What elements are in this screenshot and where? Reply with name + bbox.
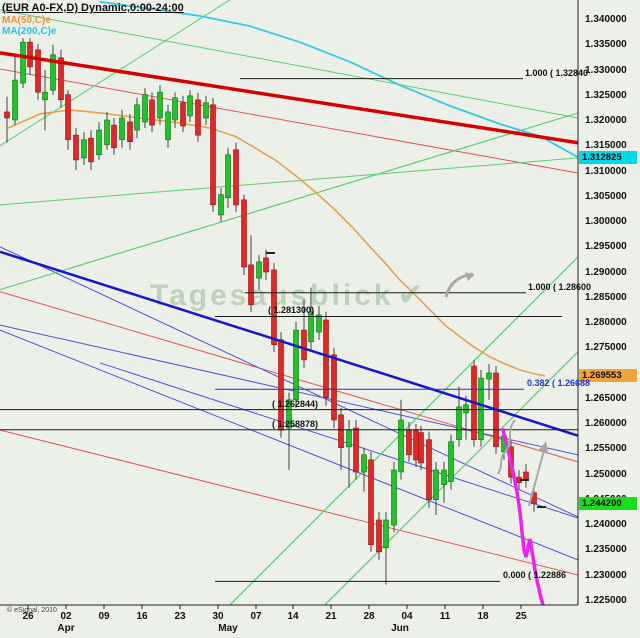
gray-zigzag-arrow[interactable] bbox=[497, 419, 516, 475]
candle-body bbox=[426, 439, 432, 501]
candle-body bbox=[134, 104, 140, 131]
candle-body bbox=[195, 99, 201, 136]
ma-line bbox=[99, 0, 578, 158]
trendline[interactable] bbox=[0, 157, 578, 206]
trendline[interactable] bbox=[0, 250, 578, 437]
watermark: Tagesausblick✔ bbox=[150, 277, 424, 313]
candle-body bbox=[20, 41, 26, 84]
candle-body bbox=[338, 414, 344, 448]
candle-body bbox=[233, 149, 239, 206]
trendlines-over bbox=[0, 51, 578, 437]
candle-body bbox=[256, 261, 262, 279]
trendline[interactable] bbox=[0, 112, 578, 291]
candle-body bbox=[65, 94, 71, 140]
candle-body bbox=[353, 427, 359, 473]
candle-body bbox=[331, 354, 337, 421]
candle-body bbox=[203, 102, 209, 119]
gray-arrow[interactable] bbox=[528, 442, 547, 507]
candle-body bbox=[463, 404, 469, 414]
trendlines-under bbox=[0, 0, 578, 605]
candle-body bbox=[241, 199, 247, 268]
plot-area bbox=[0, 0, 578, 612]
candle-body bbox=[376, 519, 382, 553]
candle-body bbox=[172, 97, 178, 121]
candle-body bbox=[361, 454, 367, 473]
candle-body bbox=[316, 314, 322, 333]
trendline[interactable] bbox=[0, 9, 578, 119]
candle-body bbox=[142, 94, 148, 123]
candle-body bbox=[149, 99, 155, 126]
candle-body bbox=[323, 319, 329, 399]
candle-body bbox=[4, 111, 10, 119]
candle-body bbox=[263, 257, 269, 273]
candle-body bbox=[225, 154, 231, 199]
candle-body bbox=[413, 429, 419, 461]
candle-body bbox=[50, 54, 56, 91]
candle-body bbox=[157, 91, 163, 119]
candle-body bbox=[88, 137, 94, 163]
candle-body bbox=[293, 329, 299, 401]
candle-body bbox=[406, 429, 412, 456]
candle-body bbox=[248, 264, 254, 306]
candle-body bbox=[165, 111, 171, 141]
annotations bbox=[266, 252, 548, 612]
candle-body bbox=[391, 469, 397, 526]
candle-body bbox=[346, 429, 352, 448]
trendline[interactable] bbox=[0, 0, 231, 147]
candle-body bbox=[308, 311, 314, 342]
candle-body bbox=[96, 129, 102, 156]
candle-body bbox=[42, 91, 48, 101]
candle-body bbox=[418, 432, 424, 464]
candle-body bbox=[73, 134, 79, 161]
candle-body bbox=[271, 269, 277, 345]
trendline[interactable] bbox=[0, 246, 578, 518]
candle-body bbox=[433, 469, 439, 501]
candle-body bbox=[12, 79, 18, 121]
trendline[interactable] bbox=[0, 429, 578, 576]
watermark-text: Tagesausblick bbox=[150, 279, 394, 312]
candle-body bbox=[286, 399, 292, 429]
candle-body bbox=[218, 194, 224, 216]
candle-body bbox=[35, 49, 41, 93]
candle-body bbox=[81, 139, 87, 159]
candle-body bbox=[398, 419, 404, 473]
candle-body bbox=[456, 406, 462, 440]
candle-body bbox=[441, 469, 447, 485]
candle-body bbox=[301, 329, 307, 361]
candle-body bbox=[187, 95, 193, 117]
candle-body bbox=[210, 104, 216, 206]
gray-arrowhead bbox=[539, 441, 548, 452]
candle-body bbox=[27, 41, 33, 68]
candle-body bbox=[278, 339, 284, 431]
candle-body bbox=[180, 102, 186, 127]
trendline[interactable] bbox=[0, 51, 578, 145]
candle-body bbox=[448, 441, 454, 482]
candle-body bbox=[119, 117, 125, 141]
candle-body bbox=[104, 119, 110, 146]
gray-swoosh-arrowhead bbox=[465, 272, 474, 281]
candles bbox=[4, 38, 537, 585]
candle-body bbox=[486, 372, 492, 380]
trendline[interactable] bbox=[229, 256, 578, 605]
candle-body bbox=[58, 57, 64, 101]
candle-body bbox=[127, 121, 133, 143]
level-lines bbox=[0, 78, 578, 582]
trendline[interactable] bbox=[0, 68, 578, 174]
candle-body bbox=[478, 377, 484, 441]
candle-body bbox=[523, 471, 529, 480]
candle-body bbox=[111, 124, 117, 149]
candle-body bbox=[368, 459, 374, 545]
magenta-drawing[interactable] bbox=[501, 428, 545, 612]
candle-body bbox=[383, 519, 389, 549]
